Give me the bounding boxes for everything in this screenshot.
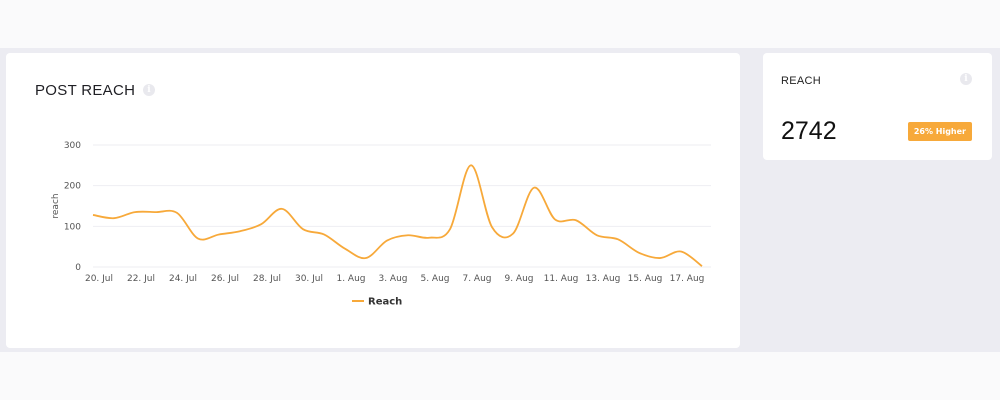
x-tick-label: 11. Aug xyxy=(544,274,579,284)
y-tick-label: 200 xyxy=(64,182,81,192)
y-tick-label: 100 xyxy=(64,222,81,232)
post-reach-card: POST REACH i 0 100 200 300 reach 20. Jul 22. J… xyxy=(6,53,740,348)
info-icon[interactable]: i xyxy=(143,84,155,96)
x-tick-label: 3. Aug xyxy=(378,274,407,284)
reach-value: 2742 xyxy=(781,117,837,145)
x-tick-label: 30. Jul xyxy=(295,274,323,284)
x-tick-label: 13. Aug xyxy=(586,274,621,284)
x-tick-label: 28. Jul xyxy=(253,274,281,284)
x-tick-label: 5. Aug xyxy=(420,274,449,284)
x-tick-label: 24. Jul xyxy=(169,274,197,284)
post-reach-chart: 0 100 200 300 reach 20. Jul 22. Jul 24. Jul 26. … xyxy=(51,141,711,308)
y-tick-label: 0 xyxy=(75,263,81,273)
x-tick-label: 22. Jul xyxy=(127,274,155,284)
x-tick-label: 26. Jul xyxy=(211,274,239,284)
reach-title: REACH xyxy=(781,75,822,87)
x-tick-label: 15. Aug xyxy=(628,274,663,284)
x-tick-label: 7. Aug xyxy=(462,274,491,284)
info-icon[interactable]: i xyxy=(960,73,972,85)
reach-summary-card: REACH i 2742 26% Higher xyxy=(763,53,992,160)
y-tick-label: 300 xyxy=(64,141,81,151)
legend-label-reach: Reach xyxy=(368,297,402,308)
chart-title: POST REACH xyxy=(35,82,136,99)
x-tick-label: 17. Aug xyxy=(670,274,705,284)
x-tick-label: 1. Aug xyxy=(336,274,365,284)
x-tick-label: 9. Aug xyxy=(504,274,533,284)
y-axis-label: reach xyxy=(51,193,61,218)
series-line-reach xyxy=(92,164,703,267)
x-tick-label: 20. Jul xyxy=(85,274,113,284)
comparison-badge: 26% Higher xyxy=(907,122,972,141)
